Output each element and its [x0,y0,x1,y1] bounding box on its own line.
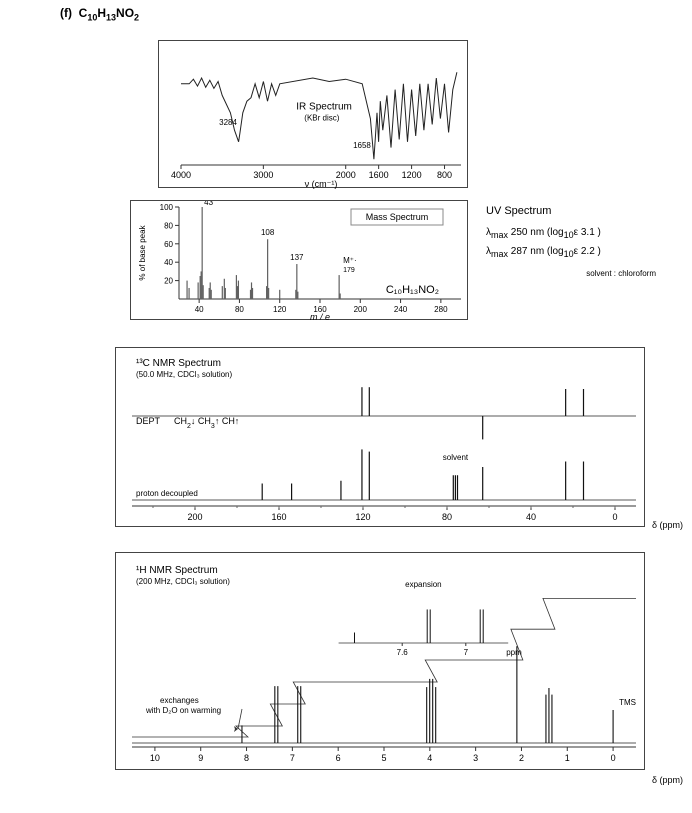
title-prefix: (f) [60,6,72,20]
svg-text:80: 80 [164,221,173,230]
c13-xaxis-label: δ (ppm) [652,520,683,530]
svg-text:¹³C NMR Spectrum: ¹³C NMR Spectrum [136,358,221,369]
svg-text:3284: 3284 [219,118,237,127]
svg-text:¹H NMR Spectrum: ¹H NMR Spectrum [136,565,218,576]
uv-solvent: solvent : chloroform [486,269,676,278]
svg-text:6: 6 [336,753,341,763]
svg-text:3000: 3000 [253,170,273,180]
svg-text:7: 7 [464,648,469,657]
svg-text:100: 100 [160,203,174,212]
svg-text:9: 9 [198,753,203,763]
svg-text:137: 137 [290,253,304,262]
svg-text:4000: 4000 [171,170,191,180]
svg-text:160: 160 [271,512,286,522]
svg-text:solvent: solvent [443,453,469,462]
svg-text:ppm: ppm [506,648,522,657]
svg-text:43: 43 [204,201,213,207]
h1-nmr-panel: ¹H NMR Spectrum(200 MHz, CDCl₃ solution)… [115,552,645,770]
h1-xaxis-label: δ (ppm) [652,775,683,785]
uv-title: UV Spectrum [486,205,676,217]
svg-text:1658: 1658 [353,141,371,150]
svg-text:expansion: expansion [405,580,441,589]
svg-text:% of base peak: % of base peak [138,224,147,280]
h1-nmr-chart: ¹H NMR Spectrum(200 MHz, CDCl₃ solution)… [116,553,646,771]
svg-text:80: 80 [235,305,244,314]
svg-text:with D₂O on warming: with D₂O on warming [145,706,221,715]
uv-spectrum-panel: UV Spectrum λmax 250 nm (log10ε 3.1 ) λm… [486,205,676,278]
svg-text:120: 120 [355,512,370,522]
problem-label: (f) C10H13NO2 [60,6,139,22]
svg-text:(50.0 MHz, CDCl₃ solution): (50.0 MHz, CDCl₃ solution) [136,370,233,379]
svg-text:1600: 1600 [369,170,389,180]
svg-text:TMS: TMS [619,698,636,707]
svg-text:240: 240 [394,305,408,314]
c13-nmr-panel: ¹³C NMR Spectrum(50.0 MHz, CDCl₃ solutio… [115,347,645,527]
svg-text:200: 200 [187,512,202,522]
svg-text:M⁺·: M⁺· [343,256,357,265]
svg-text:2000: 2000 [336,170,356,180]
svg-text:108: 108 [261,228,275,237]
svg-text:3: 3 [473,753,478,763]
svg-text:proton decoupled: proton decoupled [136,489,198,498]
svg-text:40: 40 [195,305,204,314]
svg-text:20: 20 [164,277,173,286]
svg-text:7.6: 7.6 [397,648,409,657]
svg-text:(KBr disc): (KBr disc) [304,113,339,122]
mass-spectrum-chart: 20406080100% of base peak408012016020024… [131,201,469,321]
svg-text:60: 60 [164,240,173,249]
svg-text:280: 280 [434,305,448,314]
svg-text:200: 200 [354,305,368,314]
svg-text:(200 MHz, CDCl₃ solution): (200 MHz, CDCl₃ solution) [136,577,230,586]
svg-text:CH2↓ CH3↑ CH↑: CH2↓ CH3↑ CH↑ [174,416,239,430]
uv-line1: λmax 250 nm (log10ε 3.1 ) [486,227,676,240]
uv-line2: λmax 287 nm (log10ε 2.2 ) [486,246,676,259]
svg-text:120: 120 [273,305,287,314]
svg-text:5: 5 [381,753,386,763]
svg-text:80: 80 [442,512,452,522]
svg-text:0: 0 [611,753,616,763]
svg-text:exchanges: exchanges [160,696,199,705]
svg-text:40: 40 [526,512,536,522]
mass-spectrum-panel: 20406080100% of base peak408012016020024… [130,200,468,320]
ir-spectrum-chart: 4000 3000 2000 1600 1200 800 ν (cm⁻¹) 3284 1658 I… [159,41,469,189]
c13-nmr-chart: ¹³C NMR Spectrum(50.0 MHz, CDCl₃ solutio… [116,348,646,528]
svg-text:1: 1 [565,753,570,763]
svg-text:7: 7 [290,753,295,763]
svg-text:800: 800 [437,170,452,180]
svg-text:ν (cm⁻¹): ν (cm⁻¹) [305,179,338,189]
svg-text:10: 10 [150,753,160,763]
svg-text:8: 8 [244,753,249,763]
svg-text:2: 2 [519,753,524,763]
svg-text:4: 4 [427,753,432,763]
ir-spectrum-panel: 4000 3000 2000 1600 1200 800 ν (cm⁻¹) 3284 1658 I… [158,40,468,188]
svg-text:40: 40 [164,258,173,267]
svg-text:179: 179 [343,267,355,274]
svg-text:DEPT: DEPT [136,416,161,426]
svg-text:1200: 1200 [402,170,422,180]
svg-text:C₁₀H₁₃NO₂: C₁₀H₁₃NO₂ [386,284,439,296]
svg-text:m / e: m / e [310,312,330,321]
title-formula: C10H13NO2 [79,6,139,20]
svg-text:Mass Spectrum: Mass Spectrum [366,212,429,222]
svg-text:IR Spectrum: IR Spectrum [296,101,352,112]
svg-text:0: 0 [612,512,617,522]
